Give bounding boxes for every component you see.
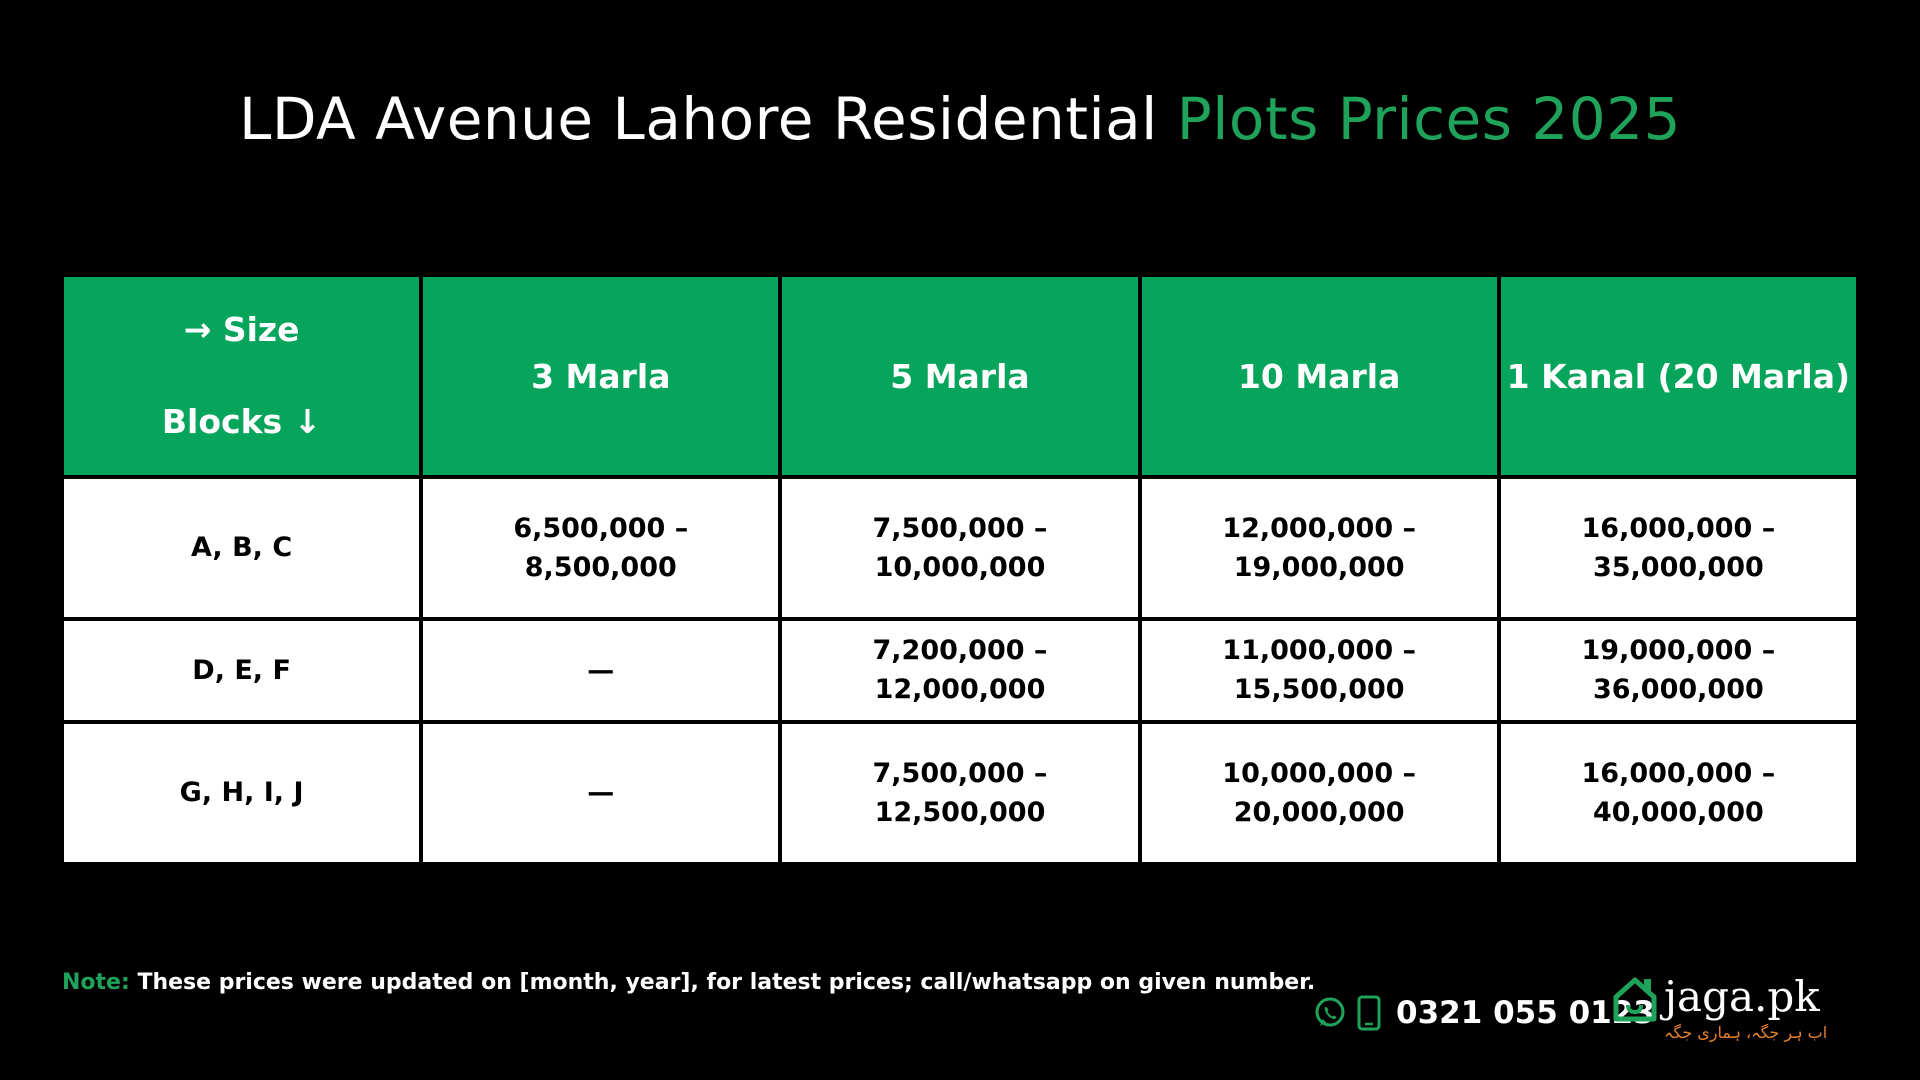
price-note: Note: These prices were updated on [mont… xyxy=(62,970,1315,995)
price-cell: 7,500,000 – 10,000,000 xyxy=(782,479,1138,618)
note-label: Note: xyxy=(62,970,130,995)
contact-info: 0321 055 0123 xyxy=(1312,990,1655,1036)
block-label: D, E, F xyxy=(64,621,420,720)
price-cell: 10,000,000 – 20,000,000 xyxy=(1141,723,1497,862)
price-cell: 19,000,000 – 36,000,000 xyxy=(1500,621,1856,720)
block-label: A, B, C xyxy=(64,479,420,618)
note-text: These prices were updated on [month, yea… xyxy=(137,970,1316,995)
header-corner: → Size Blocks ↓ xyxy=(64,277,420,475)
block-label: G, H, I, J xyxy=(64,723,420,862)
price-cell: — xyxy=(423,621,779,720)
price-cell: 7,500,000 – 12,500,000 xyxy=(782,723,1138,862)
table-row: G, H, I, J — 7,500,000 – 12,500,000 10,0… xyxy=(64,723,1856,862)
header-10-marla: 10 Marla xyxy=(1141,277,1497,475)
table-header-row: → Size Blocks ↓ 3 Marla 5 Marla 10 Marla… xyxy=(64,277,1856,475)
price-table: → Size Blocks ↓ 3 Marla 5 Marla 10 Marla… xyxy=(60,273,1860,866)
price-cell: — xyxy=(423,723,779,862)
price-cell: 6,500,000 – 8,500,000 xyxy=(423,479,779,618)
price-cell: 11,000,000 – 15,500,000 xyxy=(1141,621,1497,720)
corner-size-label: → Size xyxy=(183,310,300,349)
brand-tagline: اب ہر جگہ، ہماری جگہ xyxy=(1664,1023,1828,1042)
title-main: LDA Avenue Lahore Residential xyxy=(239,85,1158,153)
header-5-marla: 5 Marla xyxy=(782,277,1138,475)
price-cell: 16,000,000 – 40,000,000 xyxy=(1500,723,1856,862)
header-1-kanal: 1 Kanal (20 Marla) xyxy=(1500,277,1856,475)
house-icon xyxy=(1612,975,1658,1027)
mobile-phone-icon[interactable] xyxy=(1356,995,1382,1031)
whatsapp-icon[interactable] xyxy=(1312,995,1348,1031)
price-cell: 7,200,000 – 12,000,000 xyxy=(782,621,1138,720)
corner-blocks-label: Blocks ↓ xyxy=(161,402,322,441)
page-title: LDA Avenue Lahore Residential Plots Pric… xyxy=(0,85,1920,153)
phone-number[interactable]: 0321 055 0123 xyxy=(1396,995,1655,1031)
price-cell: 12,000,000 – 19,000,000 xyxy=(1141,479,1497,618)
brand-name: jaga.pk xyxy=(1664,972,1820,1021)
table-row: D, E, F — 7,200,000 – 12,000,000 11,000,… xyxy=(64,621,1856,720)
title-highlight: Plots Prices 2025 xyxy=(1176,85,1681,153)
header-3-marla: 3 Marla xyxy=(423,277,779,475)
brand-logo: jaga.pk اب ہر جگہ، ہماری جگہ xyxy=(1612,975,1827,1042)
brand-text: jaga.pk اب ہر جگہ، ہماری جگہ xyxy=(1664,972,1828,1043)
price-range: 6,500,000 – 8,500,000 xyxy=(513,512,689,584)
table-row: A, B, C 6,500,000 – 8,500,000 7,500,000 … xyxy=(64,479,1856,618)
price-cell: 16,000,000 – 35,000,000 xyxy=(1500,479,1856,618)
price-range: 16,000,000 – 40,000,000 xyxy=(1581,757,1776,828)
